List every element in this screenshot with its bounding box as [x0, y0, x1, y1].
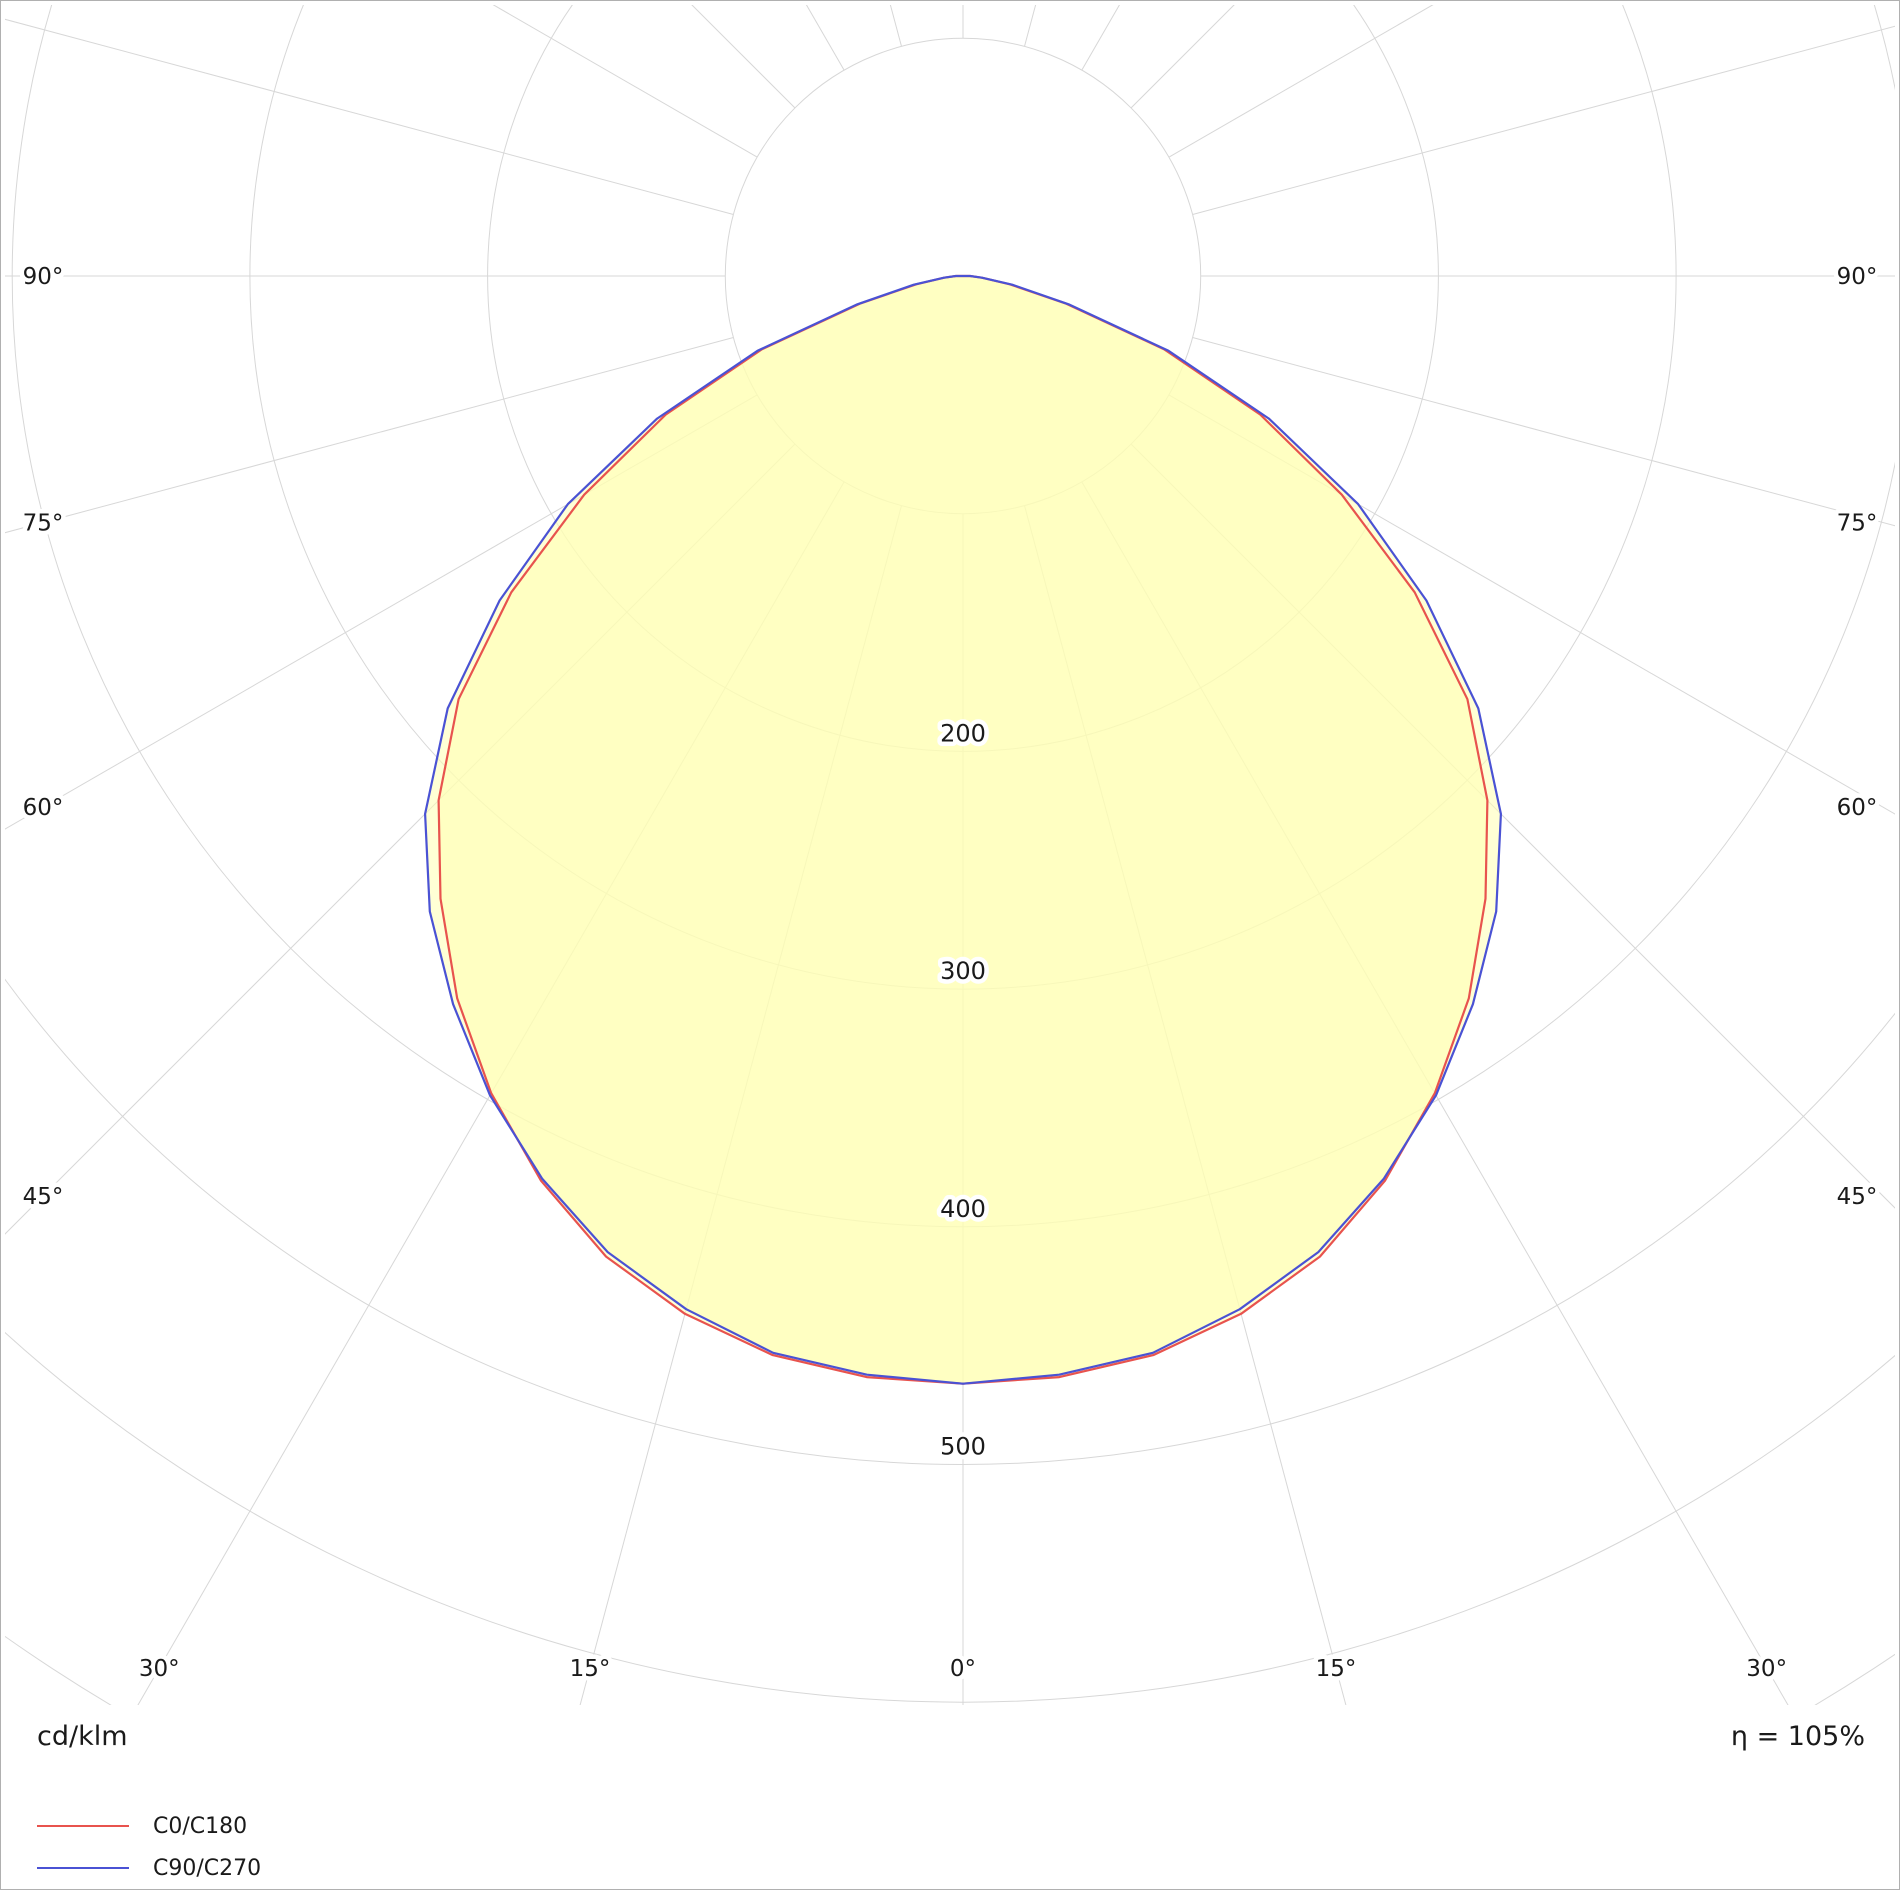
- angle-label-right: 90°: [1837, 264, 1878, 290]
- ring-label: 500: [940, 1433, 986, 1461]
- grid-ray: [492, 5, 758, 158]
- grid-ray: [889, 5, 902, 47]
- angle-label-bottom: 30°: [139, 1656, 180, 1682]
- efficiency-label: η = 105%: [1730, 1721, 1865, 1752]
- legend: C0/C180 C90/C270: [37, 1805, 261, 1889]
- legend-label-c90-c270: C90/C270: [153, 1855, 262, 1881]
- legend-line-c90-c270: [37, 1867, 129, 1869]
- grid-ray: [5, 18, 734, 215]
- grid-ray: [1168, 5, 1434, 158]
- angle-label-bottom: 15°: [570, 1656, 611, 1682]
- legend-item-c0-c180: C0/C180: [37, 1805, 261, 1847]
- legend-label-c0-c180: C0/C180: [153, 1813, 248, 1839]
- angle-label-right: 60°: [1837, 795, 1878, 821]
- angle-label-left: 90°: [23, 264, 64, 290]
- curve-fill-c90-c270: [425, 276, 1501, 1384]
- angle-label-left: 45°: [23, 1184, 64, 1210]
- grid-ray: [5, 337, 734, 534]
- angle-label-left: 75°: [23, 511, 64, 537]
- ring-label: 200: [940, 719, 986, 747]
- legend-item-c90-c270: C90/C270: [37, 1847, 261, 1889]
- legend-line-c0-c180: [37, 1825, 129, 1827]
- axis-labels: 200 300 400 500 90° 90° 75° 75° 60° 60° 45° 45° 30° 1…: [18, 260, 1882, 1687]
- grid-ray: [1168, 394, 1895, 815]
- grid-ray: [1130, 5, 1235, 109]
- grid-ray: [1192, 25, 1895, 215]
- angle-label-right: 75°: [1837, 511, 1878, 537]
- curve-line-c90-c270: [424, 274, 1502, 1385]
- angle-label-bottom: 30°: [1746, 1656, 1787, 1682]
- angle-label-bottom: 15°: [1316, 1656, 1357, 1682]
- grid-ray: [5, 394, 758, 830]
- intensity-curves: [424, 274, 1502, 1385]
- grid-ray: [691, 5, 796, 109]
- angle-label-left: 60°: [23, 795, 64, 821]
- angle-label-bottom: 0°: [950, 1656, 976, 1682]
- ring-label: 400: [940, 1195, 986, 1223]
- units-label: cd/klm: [37, 1721, 128, 1752]
- angle-label-right: 45°: [1837, 1184, 1878, 1210]
- curve-line-c0-c180: [437, 274, 1489, 1385]
- grid-ray: [1024, 5, 1037, 47]
- grid-ray: [1081, 5, 1120, 71]
- grid-ray: [805, 5, 845, 71]
- ring-label: 300: [940, 957, 986, 985]
- grid-ray: [1192, 337, 1895, 527]
